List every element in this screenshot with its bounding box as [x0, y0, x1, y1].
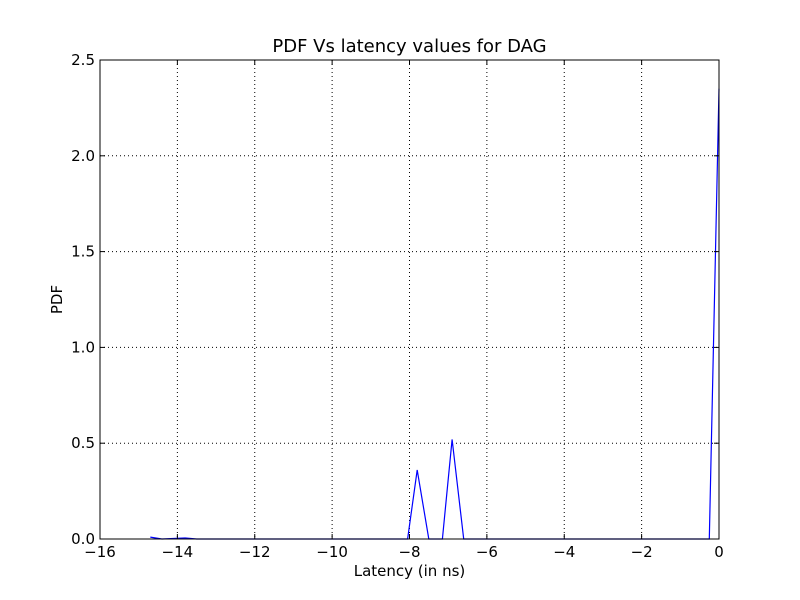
y-tick-label: 1.5 [71, 243, 95, 261]
x-tick-label: −12 [239, 543, 271, 561]
y-tick-label: 0.5 [71, 434, 95, 452]
y-axis-label: PDF [48, 285, 66, 314]
x-axis-label: Latency (in ns) [354, 562, 466, 580]
x-tick-label: −4 [553, 543, 575, 561]
y-tick-label: 2.5 [71, 51, 95, 69]
y-tick-label: 2.0 [71, 147, 95, 165]
x-tick-label: −16 [84, 543, 116, 561]
chart-title: PDF Vs latency values for DAG [272, 36, 546, 57]
x-tick-label: −10 [316, 543, 348, 561]
y-tick-label: 1.0 [71, 338, 95, 356]
x-tick-label: −8 [398, 543, 420, 561]
x-tick-label: −2 [631, 543, 653, 561]
x-tick-label: 0 [714, 543, 724, 561]
x-tick-label: −14 [162, 543, 194, 561]
y-tick-label: 0.0 [71, 530, 95, 548]
tick-layer: −16 −14 −12 −10 −8 −6 −4 −2 0 0.0 0.5 1.0 1.5 2.0 2.5 [71, 51, 724, 561]
x-tick-label: −6 [476, 543, 498, 561]
